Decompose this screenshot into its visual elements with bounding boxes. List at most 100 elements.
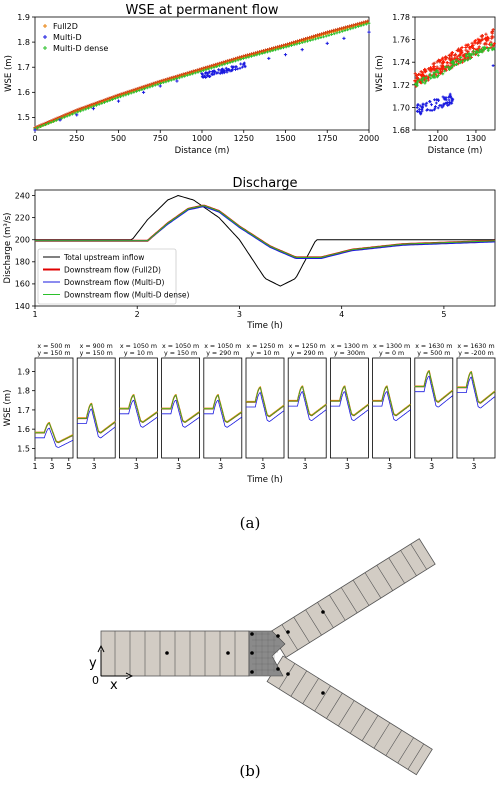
full2d-marker	[447, 57, 451, 61]
multid-dense-marker	[367, 21, 371, 25]
full2d-marker	[173, 74, 177, 79]
multid-marker	[418, 104, 422, 108]
full2d-marker	[453, 52, 458, 56]
multid-marker	[217, 68, 221, 72]
multid-marker	[425, 108, 429, 112]
multid-dense-marker	[303, 40, 307, 44]
multid-dense-marker	[447, 68, 451, 71]
multid-dense-marker	[193, 71, 197, 75]
x-tick-label: 4	[339, 310, 344, 319]
y-tick-label: 1.78	[392, 13, 410, 22]
full2d-marker	[315, 33, 320, 37]
x-axis-label: Distance (m)	[175, 146, 230, 156]
x-tick-label: 2000	[359, 134, 379, 143]
multid-dense-marker	[161, 81, 165, 85]
multid-dense-marker	[327, 33, 331, 37]
multid-dense-marker	[306, 39, 309, 43]
multid-dense-marker	[250, 54, 253, 58]
multid-dense-marker	[151, 84, 154, 88]
multid-dense-marker	[274, 48, 277, 52]
multid-marker	[450, 99, 454, 103]
multid-dense-marker	[424, 76, 428, 79]
multid-dense-marker	[223, 62, 227, 66]
multid-dense-marker	[148, 85, 152, 89]
multid-dense-marker	[137, 89, 141, 92]
probe-series-line	[246, 387, 285, 417]
probe-series-line	[372, 386, 411, 416]
full2d-marker	[319, 32, 324, 36]
multid-dense-marker	[60, 116, 64, 120]
multid-dense-marker	[105, 100, 109, 103]
multid-dense-marker	[129, 91, 133, 95]
full2d-marker	[428, 66, 433, 70]
x-tick-label: 1200	[428, 134, 448, 143]
full2d-marker	[338, 27, 342, 31]
full2d-marker	[348, 24, 352, 28]
multid-dense-marker	[330, 33, 333, 36]
x-tick-label: 3	[176, 462, 181, 471]
probe-series-line	[119, 399, 158, 428]
full2d-marker	[163, 77, 167, 82]
full2d-marker	[421, 71, 425, 75]
x-tick-label: 1000	[192, 134, 212, 143]
multid-dense-marker	[351, 26, 355, 30]
x-tick-label: 3	[260, 462, 265, 471]
x-tick-label: 3	[92, 462, 97, 471]
multid-dense-marker	[311, 38, 315, 42]
full2d-marker	[438, 67, 442, 71]
multid-dense-marker	[338, 30, 342, 34]
multid-dense-marker	[140, 88, 144, 92]
multid-dense-marker	[423, 81, 427, 85]
multid-marker	[342, 36, 346, 40]
probe-x-label: x = 1630 m	[415, 343, 452, 350]
full2d-marker	[366, 19, 370, 23]
multid-dense-marker	[489, 42, 493, 46]
multid-dense-marker	[298, 41, 301, 45]
multid-dense-marker	[268, 49, 272, 53]
multid-dense-marker	[454, 58, 458, 62]
full2d-marker	[125, 90, 129, 94]
y-axis-label: WSE (m)	[3, 390, 13, 427]
full2d-marker	[311, 34, 316, 38]
x-tick-label: 5	[441, 310, 446, 319]
probe-series-line	[414, 370, 454, 403]
y-tick-label: 1.7	[17, 63, 30, 72]
full2d-marker	[139, 85, 143, 89]
multid-dense-marker	[295, 42, 299, 46]
multid-dense-marker	[36, 126, 40, 130]
legend-label: Full2D	[53, 22, 78, 31]
probe-series-line	[330, 386, 369, 416]
y-tick-label: 1.76	[392, 36, 410, 45]
multid-dense-marker	[457, 60, 460, 63]
multid-marker	[443, 96, 447, 100]
full2d-marker	[362, 20, 366, 24]
full2d-marker	[267, 47, 272, 51]
multid-marker	[141, 90, 146, 94]
multid-dense-marker	[443, 69, 447, 73]
full2d-marker	[477, 40, 481, 45]
full2d-marker	[464, 56, 468, 60]
x-tick-label: 3	[218, 462, 223, 471]
multid-dense-marker	[44, 123, 48, 126]
full2d-marker	[346, 25, 350, 29]
full2d-marker	[207, 64, 211, 68]
full2d-marker	[197, 67, 201, 71]
x-tick-label: 3	[471, 462, 476, 471]
multid-dense-marker	[276, 47, 280, 51]
full2d-marker	[331, 28, 336, 33]
multid-dense-marker	[54, 118, 58, 122]
full2d-marker	[364, 20, 368, 24]
multid-marker	[425, 101, 429, 105]
multid-dense-marker	[172, 78, 176, 81]
multid-dense-marker	[466, 58, 470, 62]
multid-dense-marker	[156, 82, 160, 86]
full2d-marker	[466, 49, 470, 54]
full2d-marker	[317, 32, 322, 37]
probe-y-label: y = 10 m	[250, 350, 279, 357]
multid-dense-marker	[68, 113, 72, 117]
multid-marker	[283, 53, 288, 57]
multid-marker	[210, 73, 214, 76]
full2d-marker	[450, 53, 454, 57]
probe-points	[165, 610, 325, 695]
probe-x-label: x = 1630 m	[457, 343, 494, 350]
